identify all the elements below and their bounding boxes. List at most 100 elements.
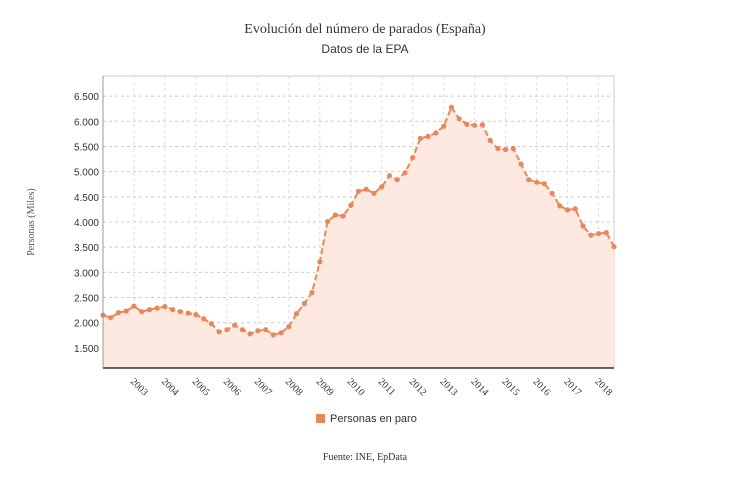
x-tick-labels: 2003 2004 2005 2006 2007 2008 2009 2010 2011 2012… (128, 376, 614, 398)
x-tick-label: 2015 (499, 376, 521, 398)
x-tick-label: 2007 (252, 376, 274, 398)
y-tick-label: 2.000 (74, 319, 99, 330)
data-point[interactable] (433, 130, 439, 136)
data-point[interactable] (580, 223, 586, 229)
data-point[interactable] (177, 309, 183, 315)
y-tick-label: 3.500 (74, 243, 99, 254)
data-point[interactable] (510, 145, 516, 152)
data-point[interactable] (170, 307, 176, 313)
x-tick-label: 2011 (376, 376, 398, 398)
data-point[interactable] (487, 137, 493, 143)
data-point[interactable] (402, 170, 408, 176)
legend-marker (316, 414, 325, 423)
data-point[interactable] (371, 190, 377, 196)
x-tick-label: 2005 (190, 376, 212, 398)
y-tick-label: 3.000 (74, 268, 99, 279)
y-axis-label: Personas (Miles) (26, 188, 37, 256)
data-point[interactable] (131, 303, 137, 309)
data-point[interactable] (541, 181, 547, 187)
data-point[interactable] (185, 310, 191, 316)
data-point[interactable] (394, 177, 400, 183)
chart-title: Evolución del número de parados (España) (244, 22, 486, 37)
data-point[interactable] (348, 202, 354, 208)
data-point[interactable] (534, 179, 540, 185)
data-point[interactable] (332, 212, 338, 218)
data-point[interactable] (549, 190, 555, 196)
data-point[interactable] (379, 184, 385, 190)
data-point[interactable] (363, 186, 369, 192)
x-tick-label: 2010 (345, 376, 367, 398)
data-point[interactable] (270, 332, 276, 338)
data-point[interactable] (224, 327, 230, 333)
data-point[interactable] (123, 308, 129, 314)
data-point[interactable] (603, 230, 609, 236)
data-point[interactable] (324, 218, 331, 225)
data-point[interactable] (518, 161, 524, 167)
legend[interactable]: Personas en paro (316, 413, 417, 425)
data-point[interactable] (317, 259, 323, 265)
data-point[interactable] (193, 312, 199, 318)
data-point[interactable] (448, 104, 454, 110)
data-point[interactable] (286, 324, 292, 330)
data-point[interactable] (162, 304, 168, 310)
x-tick-label: 2013 (438, 376, 460, 398)
data-point[interactable] (115, 310, 122, 316)
y-tick-labels: 1.500 2.000 2.500 3.000 3.500 4.000 4.500 5.000… (74, 92, 99, 355)
data-point[interactable] (557, 203, 563, 209)
data-point[interactable] (564, 207, 571, 213)
x-tick-label: 2009 (314, 376, 336, 398)
data-point[interactable] (456, 116, 462, 122)
x-tick-label: 2008 (283, 376, 305, 398)
legend-label: Personas en paro (330, 413, 417, 425)
data-point[interactable] (355, 188, 362, 194)
y-tick-label: 1.500 (74, 344, 99, 355)
y-tick-label: 4.000 (74, 218, 99, 229)
x-tick-label: 2012 (407, 376, 429, 398)
data-point[interactable] (410, 155, 416, 161)
data-point[interactable] (255, 328, 261, 334)
y-tick-label: 6.000 (74, 117, 99, 128)
data-point[interactable] (278, 330, 284, 336)
data-point[interactable] (139, 309, 145, 315)
data-point[interactable] (309, 289, 315, 296)
data-point[interactable] (216, 329, 222, 335)
data-point[interactable] (588, 232, 594, 238)
data-point[interactable] (340, 213, 346, 219)
data-point[interactable] (526, 177, 532, 183)
data-point[interactable] (417, 135, 423, 141)
data-point[interactable] (386, 173, 393, 179)
data-point[interactable] (472, 122, 478, 128)
x-tick-label: 2014 (469, 376, 491, 398)
data-point[interactable] (611, 244, 617, 250)
data-point[interactable] (572, 206, 578, 212)
y-tick-label: 5.500 (74, 142, 99, 153)
data-point[interactable] (294, 311, 300, 317)
data-point[interactable] (232, 322, 238, 328)
data-point[interactable] (479, 122, 485, 128)
data-point[interactable] (441, 123, 447, 129)
data-point[interactable] (263, 327, 269, 333)
data-point[interactable] (208, 321, 214, 327)
data-point[interactable] (239, 327, 245, 333)
data-point[interactable] (247, 331, 253, 337)
data-point[interactable] (425, 133, 431, 139)
plot-area (100, 75, 617, 369)
x-tick-label: 2006 (221, 376, 243, 398)
data-point[interactable] (595, 231, 602, 237)
data-point[interactable] (146, 307, 153, 313)
data-point[interactable] (301, 301, 307, 307)
data-point[interactable] (495, 145, 501, 152)
data-point[interactable] (464, 121, 470, 127)
x-tick-label: 2018 (592, 376, 614, 398)
y-tick-label: 2.500 (74, 294, 99, 305)
x-tick-label: 2017 (561, 376, 583, 398)
chart-subtitle: Datos de la EPA (321, 42, 408, 56)
data-point[interactable] (201, 316, 207, 322)
data-point[interactable] (503, 146, 509, 153)
x-tick-label: 2004 (159, 376, 181, 398)
y-tick-label: 6.500 (74, 92, 99, 103)
data-points (100, 104, 617, 338)
data-point[interactable] (154, 305, 160, 311)
data-point[interactable] (108, 315, 114, 321)
